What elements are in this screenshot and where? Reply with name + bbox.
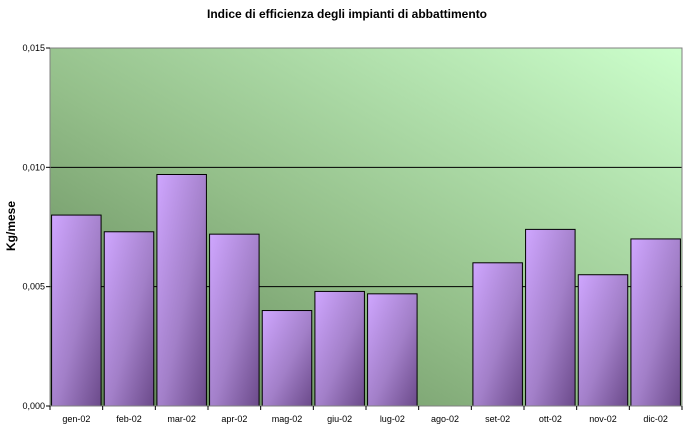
plot-area xyxy=(50,48,682,406)
chart-title: Indice di efficienza degli impianti di a… xyxy=(207,7,487,21)
x-tick-label: mar-02 xyxy=(167,414,196,424)
bar-mar-02 xyxy=(156,173,207,407)
y-tick-label: 0,015 xyxy=(22,43,45,53)
x-tick-label: ago-02 xyxy=(431,414,459,424)
x-tick-label: mag-02 xyxy=(272,414,303,424)
bar-giu-02 xyxy=(314,290,365,407)
y-tick-label: 0,005 xyxy=(22,282,45,292)
bars xyxy=(51,173,681,407)
bar-mag-02 xyxy=(261,310,313,407)
x-tick-label: set-02 xyxy=(485,414,510,424)
bar-dic-02 xyxy=(630,238,681,407)
x-tick-label: dic-02 xyxy=(643,414,668,424)
y-axis-label: Kg/mese xyxy=(4,201,18,251)
y-tick-label: 0,010 xyxy=(22,162,45,172)
bar-set-02 xyxy=(472,262,523,407)
x-tick-label: feb-02 xyxy=(116,414,142,424)
bar-nov-02 xyxy=(577,274,629,407)
x-tick-label: gen-02 xyxy=(62,414,90,424)
x-tick-label: nov-02 xyxy=(589,414,617,424)
x-tick-label: apr-02 xyxy=(221,414,247,424)
x-tick-label: giu-02 xyxy=(327,414,352,424)
x-tick-label: ott-02 xyxy=(539,414,562,424)
x-axis-ticks: gen-02 feb-02 mar-02 apr-02 mag-02 giu-02 lug-… xyxy=(49,406,683,424)
y-axis-ticks: 0,000 0,005 0,010 0,015 xyxy=(22,43,50,411)
bar-lug-02 xyxy=(367,293,418,407)
y-tick-label: 0,000 xyxy=(22,401,45,411)
bar-feb-02 xyxy=(103,231,155,407)
bar-apr-02 xyxy=(209,233,260,407)
x-tick-label: lug-02 xyxy=(380,414,405,424)
bar-gen-02 xyxy=(51,214,102,407)
bar-ott-02 xyxy=(525,228,576,407)
gridlines xyxy=(50,166,682,288)
